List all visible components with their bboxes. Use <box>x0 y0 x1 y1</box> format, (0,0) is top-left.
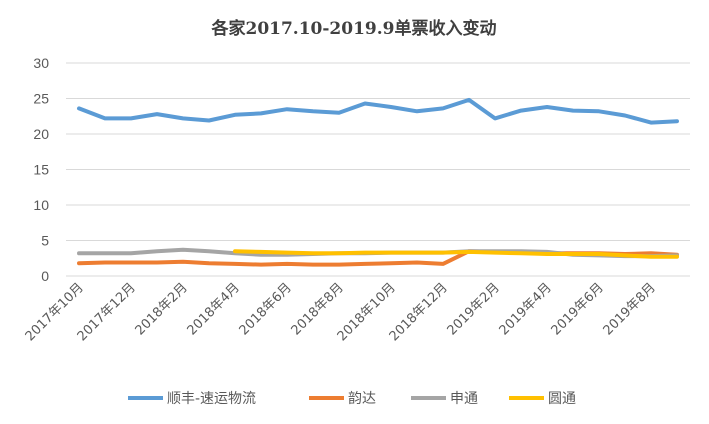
gridlines <box>66 62 690 277</box>
y-tick-label: 30 <box>33 55 49 71</box>
series-line <box>77 97 679 125</box>
x-tick-label: 2018年2月 <box>133 280 191 338</box>
x-tick-label: 2019年6月 <box>549 280 607 338</box>
chart-title: 各家2017.10-2019.9单票收入变动 <box>210 18 496 39</box>
y-axis-ticks: 0 5 10 15 20 25 30 <box>33 55 49 284</box>
y-tick-label: 5 <box>41 233 49 249</box>
series-lines <box>77 97 679 267</box>
y-tick-label: 20 <box>33 126 49 142</box>
x-tick-label: 2018年6月 <box>237 280 295 338</box>
x-tick-label: 2019年4月 <box>497 280 555 338</box>
x-tick-label: 2018年4月 <box>185 280 243 338</box>
x-tick-label: 2019年2月 <box>445 280 503 338</box>
x-axis-ticks: 2017年10月2017年12月2018年2月2018年4月2018年6月201… <box>23 280 659 344</box>
y-tick-label: 0 <box>41 268 49 284</box>
x-tick-label: 2019年8月 <box>601 280 659 338</box>
y-tick-label: 10 <box>33 197 49 213</box>
legend-label: 圆通 <box>548 391 576 407</box>
legend-label: 韵达 <box>348 391 376 407</box>
legend: 顺丰-速运物流 韵达 申通 圆通 <box>128 391 576 407</box>
series-line <box>233 249 679 259</box>
y-tick-label: 15 <box>33 162 49 178</box>
legend-label: 顺丰-速运物流 <box>167 391 256 407</box>
y-tick-label: 25 <box>33 91 49 107</box>
legend-label: 申通 <box>450 391 478 407</box>
